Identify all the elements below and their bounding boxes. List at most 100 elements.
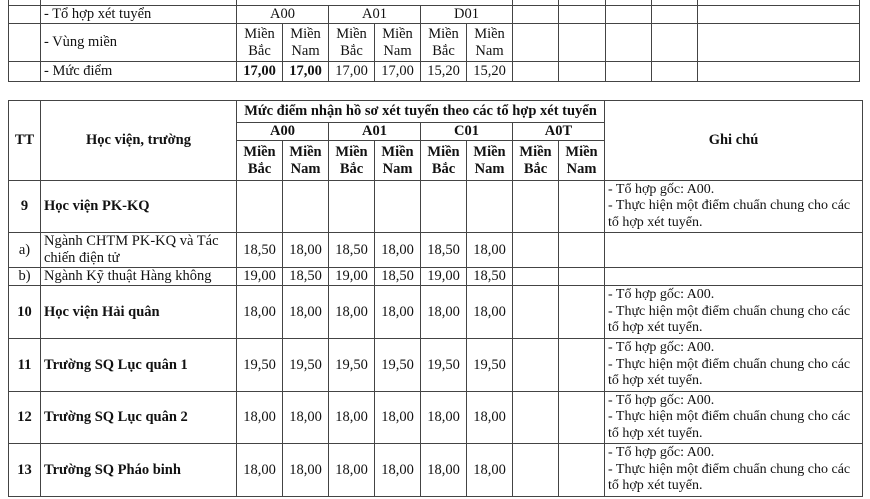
score-cell: 18,00 xyxy=(374,443,421,497)
row-number: 12 xyxy=(8,391,41,444)
note-cell: - Tổ hợp gốc: A00. - Thực hiện một điểm c… xyxy=(604,180,863,233)
score-cell xyxy=(558,285,605,339)
region-south-header: Miền Nam xyxy=(466,140,513,181)
note-line: - Thực hiện một điểm chuẩn chung cho các… xyxy=(608,198,851,230)
region-cell: Miền Nam xyxy=(466,23,513,62)
score-cell: 18,00 xyxy=(374,232,421,268)
region-south-header: Miền Nam xyxy=(374,140,421,181)
empty-cell xyxy=(605,23,652,62)
region-cell: Miền Bắc xyxy=(328,23,375,62)
note-cell xyxy=(604,267,863,286)
school-header: Học viện, trường xyxy=(40,100,237,181)
score-cell: 17,00 xyxy=(282,61,329,82)
note-cell: - Tổ hợp gốc: A00. - Thực hiện một điểm c… xyxy=(604,443,863,497)
score-cell: 17,00 xyxy=(328,61,375,82)
table-row: 13 Trường SQ Pháo binh 18,00 18,00 18,00 18,0… xyxy=(8,443,863,497)
score-cell xyxy=(512,338,559,392)
admission-score-table: TT Học viện, trường Mức điểm nhận hồ sơ … xyxy=(8,100,863,497)
score-cell: 18,00 xyxy=(282,391,329,444)
score-cell: 18,00 xyxy=(374,391,421,444)
note-line: - Tổ hợp gốc: A00. xyxy=(608,340,715,356)
score-cell: 19,50 xyxy=(420,338,467,392)
table-row: 9 Học viện PK-KQ - Tổ hợp gốc: A00. - Thực … xyxy=(8,180,863,233)
score-cell xyxy=(512,267,559,286)
empty-cell xyxy=(605,61,652,82)
empty-cell xyxy=(558,23,606,62)
score-cell: 18,50 xyxy=(328,232,375,268)
score-cell: 18,50 xyxy=(282,267,329,286)
score-cell: 19,50 xyxy=(374,338,421,392)
region-cell: Miền Nam xyxy=(374,23,421,62)
score-cell xyxy=(282,180,329,233)
note-line: - Thực hiện một điểm chuẩn chung cho các… xyxy=(608,356,851,389)
school-name: Trường SQ Lục quân 1 xyxy=(40,338,237,392)
score-cell: 18,00 xyxy=(282,443,329,497)
empty-cell xyxy=(697,23,860,62)
score-cell xyxy=(512,232,559,268)
table-row: 12 Trường SQ Lục quân 2 18,00 18,00 18,00 18,… xyxy=(8,391,863,444)
score-cell: 19,50 xyxy=(466,338,513,392)
row-number: b) xyxy=(8,267,41,286)
region-south-header: Miền Nam xyxy=(558,140,605,181)
note-line: - Thực hiện một điểm chuẩn chung cho các… xyxy=(608,303,851,336)
region-north-header: Miền Bắc xyxy=(236,140,283,181)
table-row: b) Ngành Kỹ thuật Hàng không 19,00 18,50 19,… xyxy=(8,267,863,286)
score-cell: 18,00 xyxy=(236,443,283,497)
row-number: 13 xyxy=(8,443,41,497)
empty-cell xyxy=(697,61,860,82)
region-south-header: Miền Nam xyxy=(282,140,329,181)
note-line: - Tổ hợp gốc: A00. xyxy=(608,287,715,303)
score-cell xyxy=(512,391,559,444)
score-cell: 15,20 xyxy=(420,61,467,82)
score-cell: 18,00 xyxy=(420,443,467,497)
empty-cell xyxy=(512,61,559,82)
combo-header: D01 xyxy=(420,5,513,24)
note-cell xyxy=(604,232,863,268)
table-row: 10 Học viện Hải quân 18,00 18,00 18,00 18,00 1… xyxy=(8,285,863,339)
score-cell: 19,50 xyxy=(328,338,375,392)
note-line: - Thực hiện một điểm chuẩn chung cho các… xyxy=(608,409,851,441)
school-name: Trường SQ Pháo binh xyxy=(40,443,237,497)
score-cell: 18,00 xyxy=(466,443,513,497)
region-north-header: Miền Bắc xyxy=(328,140,375,181)
note-cell: - Tổ hợp gốc: A00. - Thực hiện một điểm c… xyxy=(604,338,863,392)
score-cell: 19,00 xyxy=(236,267,283,286)
school-name: Học viện Hải quân xyxy=(40,285,237,339)
score-cell xyxy=(328,180,375,233)
empty-cell xyxy=(651,61,698,82)
combo-label: - Tổ hợp xét tuyển xyxy=(40,5,237,24)
school-name: Ngành Kỹ thuật Hàng không xyxy=(40,267,237,286)
score-cell xyxy=(558,338,605,392)
score-cell: 18,00 xyxy=(328,443,375,497)
note-cell: - Tổ hợp gốc: A00. - Thực hiện một điểm c… xyxy=(604,285,863,339)
score-cell xyxy=(236,180,283,233)
score-cell: 17,00 xyxy=(374,61,421,82)
score-cell xyxy=(420,180,467,233)
score-cell: 18,50 xyxy=(236,232,283,268)
region-north-header: Miền Bắc xyxy=(420,140,467,181)
score-cell: 18,00 xyxy=(466,285,513,339)
score-cell xyxy=(374,180,421,233)
score-cell: 18,50 xyxy=(466,267,513,286)
score-cell xyxy=(512,285,559,339)
school-name: Trường SQ Lục quân 2 xyxy=(40,391,237,444)
combo-header: A00 xyxy=(236,122,329,141)
combo-header: C01 xyxy=(420,122,513,141)
region-cell: Miền Bắc xyxy=(236,23,283,62)
note-header: Ghi chú xyxy=(604,100,863,181)
tt-header: TT xyxy=(8,100,41,181)
score-cell xyxy=(558,180,605,233)
score-cell xyxy=(558,391,605,444)
score-cell: 18,00 xyxy=(236,285,283,339)
region-north-header: Miền Bắc xyxy=(512,140,559,181)
empty-cell xyxy=(512,23,559,62)
row-number: 10 xyxy=(8,285,41,339)
empty-cell xyxy=(558,61,606,82)
score-cell: 19,00 xyxy=(328,267,375,286)
note-cell: - Tổ hợp gốc: A00. - Thực hiện một điểm c… xyxy=(604,391,863,444)
score-cell: 18,00 xyxy=(282,285,329,339)
score-cell xyxy=(558,267,605,286)
combo-header: A01 xyxy=(328,5,421,24)
score-cell: 18,00 xyxy=(466,391,513,444)
score-cell: 19,50 xyxy=(236,338,283,392)
